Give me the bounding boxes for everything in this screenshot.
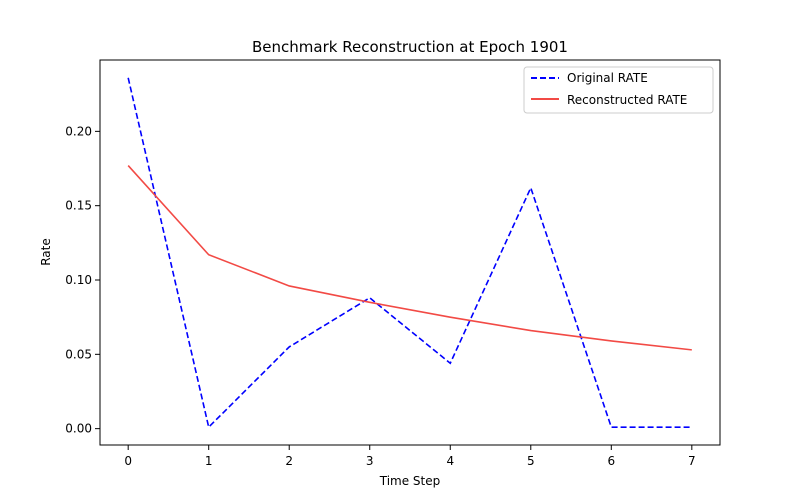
- x-tick-label: 7: [688, 454, 696, 468]
- x-tick-label: 4: [446, 454, 454, 468]
- x-tick-label: 6: [607, 454, 615, 468]
- legend-box: [523, 66, 714, 114]
- x-tick-label: 0: [124, 454, 132, 468]
- y-tick-label: 0.10: [65, 273, 92, 287]
- y-axis: 0.00 0.05 0.10 0.15 0.20: [65, 124, 100, 436]
- x-tick-label: 1: [205, 454, 213, 468]
- series-line-reconstructed: [127, 165, 692, 351]
- y-tick-label: 0.20: [65, 124, 92, 138]
- y-tick-label: 0.15: [65, 199, 92, 213]
- legend-label-original: Original RATE: [567, 71, 648, 85]
- y-axis-label: Rate: [39, 238, 53, 266]
- chart-title: Benchmark Reconstruction at Epoch 1901: [252, 38, 568, 56]
- x-tick-label: 2: [285, 454, 293, 468]
- x-axis-label: Time Step: [379, 474, 441, 488]
- series-line-original: [127, 77, 692, 429]
- legend-label-reconstructed: Reconstructed RATE: [567, 93, 687, 107]
- series-lines: [127, 77, 692, 429]
- x-tick-label: 3: [366, 454, 374, 468]
- x-tick-label: 5: [527, 454, 535, 468]
- plot-area: [99, 59, 721, 446]
- y-tick-label: 0.05: [65, 347, 92, 361]
- legend: Original RATE Reconstructed RATE: [523, 66, 714, 114]
- y-tick-label: 0.00: [65, 422, 92, 436]
- x-axis: 0 1 2 3 4 5 6 7: [124, 445, 696, 468]
